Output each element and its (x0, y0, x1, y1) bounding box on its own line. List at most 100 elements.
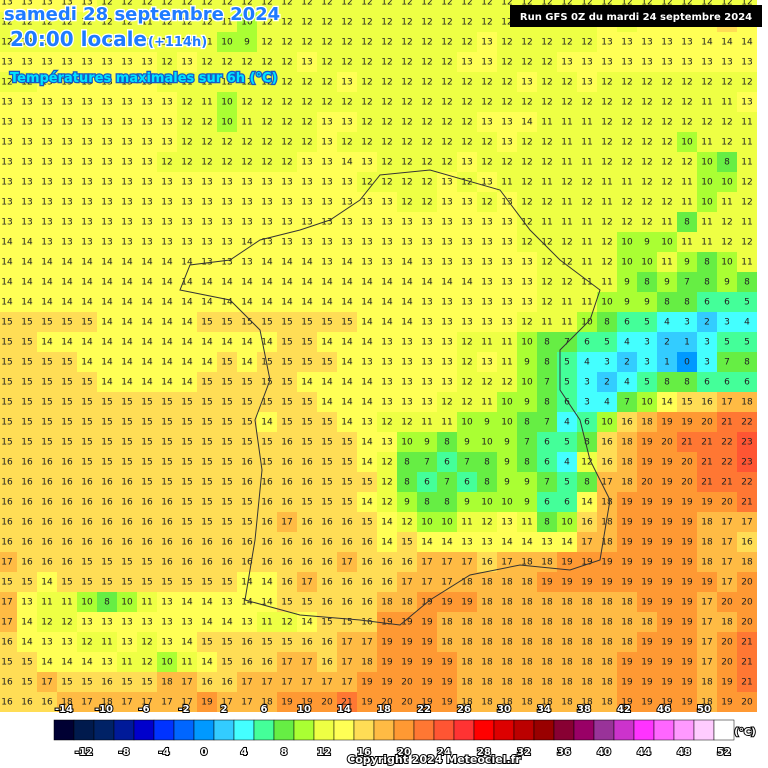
temp-value: 15 (321, 318, 332, 328)
temp-value: 20 (721, 498, 733, 508)
temp-cell (0, 172, 17, 192)
temp-value: 19 (681, 658, 693, 668)
temp-value: 17 (41, 678, 52, 688)
temp-value: 12 (401, 118, 412, 128)
temp-value: 2 (624, 358, 630, 368)
temp-value: 12 (481, 18, 492, 28)
temp-value: 9 (684, 258, 690, 268)
temp-cell (257, 52, 277, 72)
temp-value: 11 (701, 238, 712, 248)
temp-value: 16 (21, 498, 33, 508)
temp-value: 13 (481, 358, 492, 368)
temp-value: 13 (41, 238, 52, 248)
temp-value: 13 (381, 218, 392, 228)
temp-value: 17 (341, 558, 352, 568)
temp-value: 17 (181, 678, 192, 688)
temp-value: 15 (141, 438, 152, 448)
temp-value: 12 (261, 58, 272, 68)
temp-value: 18 (721, 618, 733, 628)
temp-cell (657, 92, 677, 112)
temp-value: 17 (721, 578, 732, 588)
temp-value: 15 (161, 578, 172, 588)
temp-value: 18 (581, 678, 593, 688)
temp-value: 12 (381, 98, 392, 108)
temp-cell (597, 32, 617, 52)
colorbar-box (73, 719, 95, 741)
temp-cell (717, 92, 737, 112)
temp-value: 12 (361, 18, 372, 28)
temp-value: 16 (1, 678, 13, 688)
temp-cell (237, 12, 257, 32)
temp-value: 15 (21, 678, 32, 688)
temp-value: 11 (201, 98, 212, 108)
temp-value: 14 (161, 378, 173, 388)
temp-cell (317, 32, 337, 52)
temp-value: 12 (561, 238, 572, 248)
temp-value: 21 (681, 438, 692, 448)
temp-value: 12 (381, 58, 392, 68)
temp-cell (477, 132, 497, 152)
temp-value: 10 (501, 498, 513, 508)
temp-value: 13 (301, 178, 312, 188)
temp-cell (137, 72, 157, 92)
temp-cell (377, 12, 397, 32)
temp-value: 11 (501, 178, 512, 188)
temp-cell (0, 92, 17, 112)
temp-value: 8 (704, 258, 710, 268)
temp-value: 15 (341, 498, 352, 508)
temp-value: 13 (421, 298, 432, 308)
temp-value: 16 (1, 638, 13, 648)
temp-value: 12 (541, 98, 552, 108)
temp-value: 12 (481, 138, 492, 148)
colorbar-box (313, 719, 335, 741)
temp-value: 14 (261, 298, 273, 308)
temp-value: 16 (581, 518, 593, 528)
temp-value: 18 (481, 578, 493, 588)
temp-value: 12 (541, 298, 552, 308)
temp-value: 12 (521, 158, 532, 168)
temp-value: 14 (241, 298, 253, 308)
temp-value: 3 (584, 398, 590, 408)
temp-value: 12 (241, 138, 252, 148)
temp-cell (717, 32, 737, 52)
temp-value: 15 (281, 358, 292, 368)
temp-value: 19 (661, 538, 673, 548)
temp-value: 20 (701, 418, 713, 428)
temp-value: 15 (301, 358, 312, 368)
temp-value: 14 (141, 258, 153, 268)
temp-value: 11 (601, 198, 612, 208)
temp-cell (217, 92, 237, 112)
temp-value: 14 (201, 598, 213, 608)
temp-value: 12 (381, 78, 392, 88)
temp-value: 16 (21, 478, 33, 488)
temp-value: 18 (581, 618, 593, 628)
temp-cell (277, 172, 297, 192)
temp-value: 15 (321, 618, 332, 628)
temp-value: 18 (541, 658, 553, 668)
temp-value: 12 (521, 198, 532, 208)
temp-value: 13 (81, 238, 92, 248)
colorbar-label: -14 (55, 704, 73, 715)
temp-value: 15 (101, 458, 112, 468)
temp-value: 13 (21, 58, 32, 68)
temp-cell (697, 52, 717, 72)
temp-value: 14 (41, 338, 53, 348)
temp-cell (637, 92, 657, 112)
temp-cell (337, 112, 357, 132)
temp-value: 15 (21, 418, 32, 428)
temp-value: 15 (201, 398, 212, 408)
temp-value: 15 (281, 598, 292, 608)
temp-value: 19 (441, 698, 453, 708)
temp-value: 16 (281, 578, 293, 588)
temp-cell (77, 112, 97, 132)
temp-value: 15 (261, 318, 272, 328)
temp-value: 14 (381, 278, 393, 288)
temp-cell (17, 132, 37, 152)
temp-value: 14 (101, 358, 113, 368)
temp-value: 16 (361, 598, 373, 608)
temp-value: 8 (524, 418, 530, 428)
temp-value: 12 (421, 0, 432, 8)
temp-value: 12 (401, 0, 412, 8)
temp-value: 17 (401, 578, 412, 588)
colorbar-box (133, 719, 155, 741)
